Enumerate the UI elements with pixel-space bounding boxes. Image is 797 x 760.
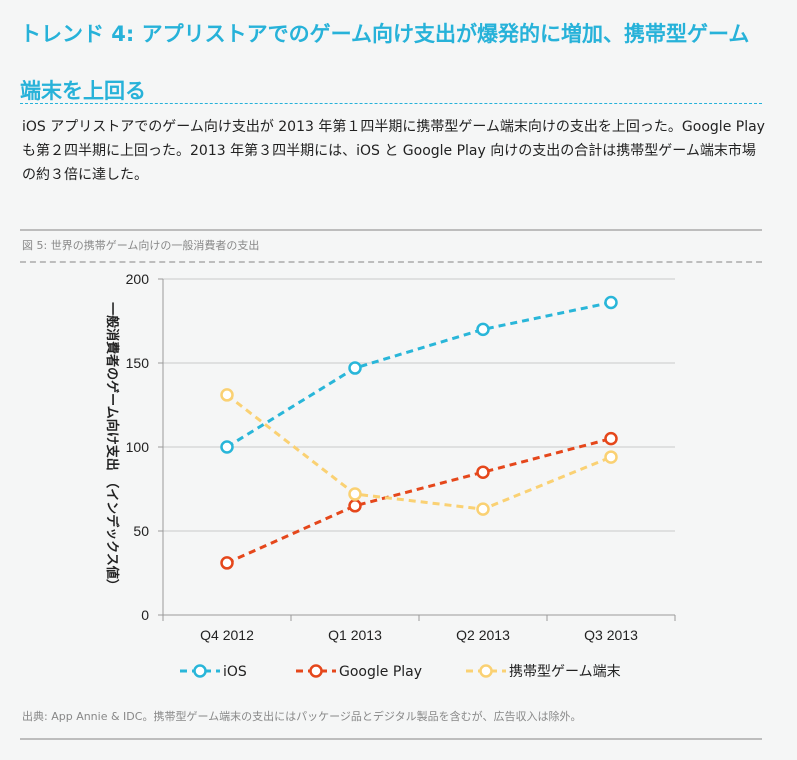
y-tick-label: 0 [141,607,149,623]
x-tick-label: Q1 2013 [328,627,382,643]
series-line [226,393,612,511]
legend-swatch-marker [479,664,493,678]
line-chart: 0 50 100 150 200 Q4 2012 Q1 2013 Q2 2013 Q3 2013… [104,271,676,680]
y-axis-label: 一般消費者のゲーム向け支出 （インデックス値） [104,302,120,592]
legend-swatch-marker [193,664,207,678]
x-tick-label: Q4 2012 [200,627,254,643]
figure-caption-divider [20,261,762,263]
data-point [604,450,618,464]
page-heading: トレンド 4: アプリストアでのゲーム向け支出が爆発的に増加、携帯型ゲーム端末を… [20,22,750,103]
chart-grid [163,278,675,532]
data-point [604,431,618,446]
data-point [220,440,234,454]
figure-top-divider [20,229,762,231]
series-line [226,301,612,449]
data-point [476,465,490,479]
source-note: 出典: App Annie & IDC。携帯型ゲーム端末の支出にはパッケージ品と… [22,710,582,723]
legend-label: 携帯型ゲーム端末 [509,664,621,680]
data-point [348,361,362,375]
data-point [348,499,362,513]
data-point [348,487,362,501]
y-tick-label: 150 [126,355,150,371]
data-point [220,556,234,570]
legend-label: Google Play [339,664,422,680]
data-point [220,388,234,402]
legend-label: iOS [223,664,247,680]
bottom-divider [20,738,762,740]
chart-series [220,295,618,570]
y-tick-label: 200 [126,271,150,287]
series-line [226,437,612,565]
y-tick-label: 50 [133,523,149,539]
x-tick-label: Q2 2013 [456,627,510,643]
y-tick-label: 100 [126,439,150,455]
chart-legend: iOS Google Play 携帯型ゲーム端末 [180,664,621,680]
heading-divider [20,103,762,104]
data-point [604,295,618,310]
body-paragraph: iOS アプリストアでのゲーム向け支出が 2013 年第１四半期に携帯型ゲーム端… [22,119,765,183]
data-point [476,502,490,516]
figure-caption: 図 5: 世界の携帯ゲーム向けの一般消費者の支出 [22,239,260,252]
chart-axes: 0 50 100 150 200 Q4 2012 Q1 2013 Q2 2013 Q3 2013… [104,271,676,643]
data-point [476,322,490,337]
legend-swatch-marker [309,664,323,678]
x-tick-label: Q3 2013 [584,627,638,643]
